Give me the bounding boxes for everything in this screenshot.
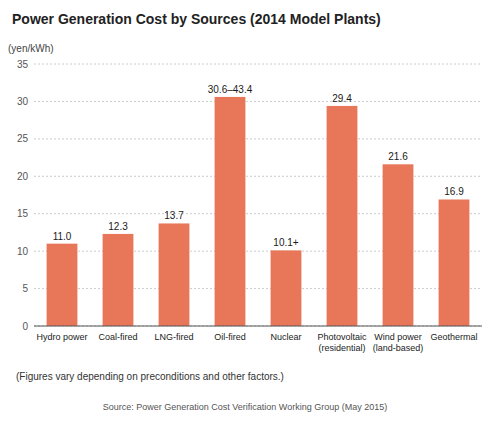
grid-line — [34, 176, 482, 177]
grid-line — [34, 101, 482, 102]
x-tick-label-line: Geothermal — [430, 332, 477, 342]
x-tick-label: LNG-fired — [154, 332, 193, 342]
x-tick-label: Wind power(land-based) — [373, 332, 424, 353]
data-label: 13.7 — [164, 210, 184, 221]
data-label: 11.0 — [53, 231, 72, 242]
bar — [327, 106, 358, 326]
x-tick-label-line: LNG-fired — [154, 332, 193, 342]
bar — [215, 97, 246, 326]
x-tick-label: Geothermal — [430, 332, 477, 342]
grid-line — [34, 64, 482, 65]
bar — [159, 223, 190, 326]
chart-container: Power Generation Cost by Sources (2014 M… — [0, 0, 490, 428]
grid-line — [34, 288, 482, 289]
data-label: 29.4 — [332, 93, 352, 104]
y-tick-label: 30 — [17, 96, 29, 107]
y-tick-label: 35 — [17, 59, 29, 70]
grid-line — [34, 326, 482, 327]
x-tick-label-line: (residential) — [318, 343, 365, 353]
x-tick-label: Hydro power — [36, 332, 87, 342]
x-tick-label: Nuclear — [270, 332, 301, 342]
data-label: 16.9 — [444, 186, 464, 197]
bars — [47, 97, 470, 326]
chart-svg: Power Generation Cost by Sources (2014 M… — [0, 0, 490, 428]
bar — [271, 250, 302, 326]
x-axis-line — [34, 326, 482, 327]
title: Power Generation Cost by Sources (2014 M… — [12, 11, 381, 27]
y-axis-label: (yen/kWh) — [8, 43, 54, 54]
data-label: 30.6–43.4 — [208, 84, 253, 95]
bar — [383, 164, 414, 326]
grid-line — [34, 138, 482, 139]
bar — [47, 244, 78, 326]
grid-line — [34, 213, 482, 214]
grid-line — [34, 251, 482, 252]
source: Source: Power Generation Cost Verificati… — [103, 402, 387, 412]
data-label: 21.6 — [388, 151, 408, 162]
x-tick-label-line: Coal-fired — [98, 332, 137, 342]
x-tick-label-line: Photovoltaic — [317, 332, 367, 342]
y-tick-label: 15 — [17, 208, 29, 219]
x-tick-label: Coal-fired — [98, 332, 137, 342]
y-tick-label: 20 — [17, 171, 29, 182]
bar — [439, 199, 470, 326]
x-tick-label: Oil-fired — [214, 332, 246, 342]
x-tick-label: Photovoltaic(residential) — [317, 332, 367, 353]
x-tick-label-line: Oil-fired — [214, 332, 246, 342]
data-label: 12.3 — [108, 221, 128, 232]
x-tick-label-line: Nuclear — [270, 332, 301, 342]
y-tick-label: 10 — [17, 246, 29, 257]
bar — [103, 234, 134, 326]
x-tick-label-line: Hydro power — [36, 332, 87, 342]
x-tick-label-line: (land-based) — [373, 343, 424, 353]
footnote: (Figures vary depending on preconditions… — [16, 371, 284, 382]
y-tick-label: 25 — [17, 133, 29, 144]
x-tick-label-line: Wind power — [374, 332, 422, 342]
y-tick-label: 5 — [22, 283, 28, 294]
grid — [34, 64, 482, 326]
data-label: 10.1+ — [273, 237, 298, 248]
y-tick-label: 0 — [22, 321, 28, 332]
